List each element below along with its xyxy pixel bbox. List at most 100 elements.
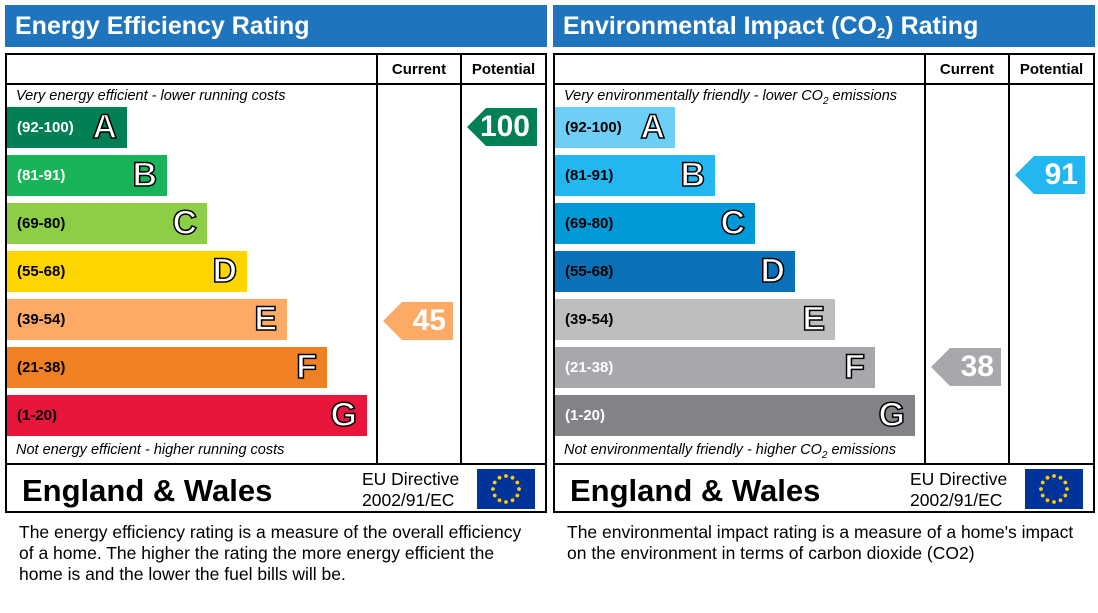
current-rating-arrow: 45 [383, 302, 453, 340]
description: The environmental impact rating is a mea… [567, 522, 1074, 563]
band-letter-label: E [802, 299, 826, 339]
band-range-label: (92-100) [17, 119, 74, 136]
description: The energy efficiency rating is a measur… [19, 522, 522, 584]
rating-band-b: (81-91) B [7, 155, 167, 196]
band-letter-label: D [212, 251, 238, 291]
band-range-label: (55-68) [565, 263, 614, 280]
band-range-label: (92-100) [565, 119, 622, 136]
top-caption: Very energy efficient - lower running co… [16, 88, 286, 104]
directive-line-2: 2002/91/EC [910, 490, 1003, 510]
current-rating-arrow: 38 [931, 348, 1001, 386]
band-letter-label: G [330, 395, 358, 435]
band-range-label: (69-80) [17, 215, 66, 232]
flag-star [510, 498, 515, 503]
band-letter-label: C [172, 203, 198, 243]
band-range-label: (21-38) [17, 359, 66, 376]
band-letter-label: F [843, 347, 865, 387]
flag-star [1065, 487, 1069, 491]
footer-divider [7, 463, 545, 465]
flag-star [504, 500, 508, 504]
band-letter-label: A [92, 107, 118, 147]
bottom-caption: Not environmentally friendly - higher CO… [564, 442, 896, 461]
band-letter-label: C [720, 203, 746, 243]
flag-star [1063, 493, 1068, 498]
flag-star [517, 487, 521, 491]
current-column-header: Current [939, 61, 995, 78]
rating-band-a: (92-100) A [7, 107, 127, 148]
band-range-label: (39-54) [17, 311, 66, 328]
flag-star [492, 493, 497, 498]
rating-band-e: (39-54) E [555, 299, 835, 340]
divider [924, 55, 926, 465]
rating-band-c: (69-80) C [555, 203, 755, 244]
rating-band-e: (39-54) E [7, 299, 287, 340]
band-range-label: (1-20) [17, 407, 58, 424]
band-letter-label: F [295, 347, 317, 387]
flag-star [1040, 493, 1045, 498]
divider [555, 83, 1093, 85]
band-range-label: (81-91) [565, 167, 614, 184]
band-range-label: (55-68) [17, 263, 66, 280]
rating-band-g: (1-20) G [7, 395, 367, 436]
divider [376, 55, 378, 465]
rating-band-d: (55-68) D [7, 251, 247, 292]
footer-divider [555, 463, 1093, 465]
country-label: England & Wales [570, 473, 821, 508]
energy-efficiency-panel: Energy Efficiency Rating Current Potenti… [5, 0, 547, 613]
rating-chart: Current Potential Very energy efficient … [5, 53, 547, 513]
flag-star [1045, 498, 1050, 503]
band-range-label: (21-38) [565, 359, 614, 376]
divider [1008, 55, 1010, 465]
top-caption: Very environmentally friendly - lower CO… [564, 88, 898, 107]
rating-band-c: (69-80) C [7, 203, 207, 244]
flag-star [1063, 480, 1068, 485]
flag-star [497, 498, 502, 503]
environmental-impact-panel: Environmental Impact (CO2) Rating Curren… [553, 0, 1095, 613]
flag-star [1039, 487, 1043, 491]
divider [7, 83, 545, 85]
flag-star [510, 475, 515, 480]
directive-line-1: EU Directive [362, 469, 460, 489]
band-letter-label: D [760, 251, 786, 291]
flag-star [1052, 500, 1056, 504]
band-range-label: (69-80) [565, 215, 614, 232]
panel-title: Environmental Impact (CO2) Rating [553, 5, 1095, 47]
rating-band-a: (92-100) A [555, 107, 675, 148]
flag-star [515, 493, 520, 498]
band-range-label: (39-54) [565, 311, 614, 328]
potential-rating-arrow: 100 [467, 108, 537, 146]
directive-label: EU Directive 2002/91/EC [362, 469, 459, 511]
directive-label: EU Directive 2002/91/EC [910, 469, 1007, 511]
rating-band-b: (81-91) B [555, 155, 715, 196]
rating-chart: Current Potential Very environmentally f… [553, 53, 1095, 513]
panel-title: Energy Efficiency Rating [5, 5, 547, 47]
divider [460, 55, 462, 465]
eu-flag-icon [477, 469, 535, 509]
potential-column-header: Potential [471, 61, 536, 78]
band-letter-label: G [878, 395, 906, 435]
potential-column-header: Potential [1019, 61, 1084, 78]
country-label: England & Wales [22, 473, 273, 508]
flag-star [504, 474, 508, 478]
band-letter-label: E [254, 299, 278, 339]
flag-star [1058, 475, 1063, 480]
eu-flag-icon [1025, 469, 1083, 509]
band-range-label: (81-91) [17, 167, 66, 184]
flag-star [1052, 474, 1056, 478]
rating-band-d: (55-68) D [555, 251, 795, 292]
directive-line-2: 2002/91/EC [362, 490, 455, 510]
bottom-caption: Not energy efficient - higher running co… [16, 442, 285, 458]
band-range-label: (1-20) [565, 407, 606, 424]
flag-star [491, 487, 495, 491]
flag-star [1045, 475, 1050, 480]
rating-band-g: (1-20) G [555, 395, 915, 436]
flag-star [497, 475, 502, 480]
potential-rating-arrow: 91 [1015, 156, 1085, 194]
flag-star [1040, 480, 1045, 485]
rating-band-f: (21-38) F [555, 347, 875, 388]
flag-star [515, 480, 520, 485]
band-letter-label: A [640, 107, 666, 147]
rating-band-f: (21-38) F [7, 347, 327, 388]
band-letter-label: B [132, 155, 158, 195]
flag-star [492, 480, 497, 485]
